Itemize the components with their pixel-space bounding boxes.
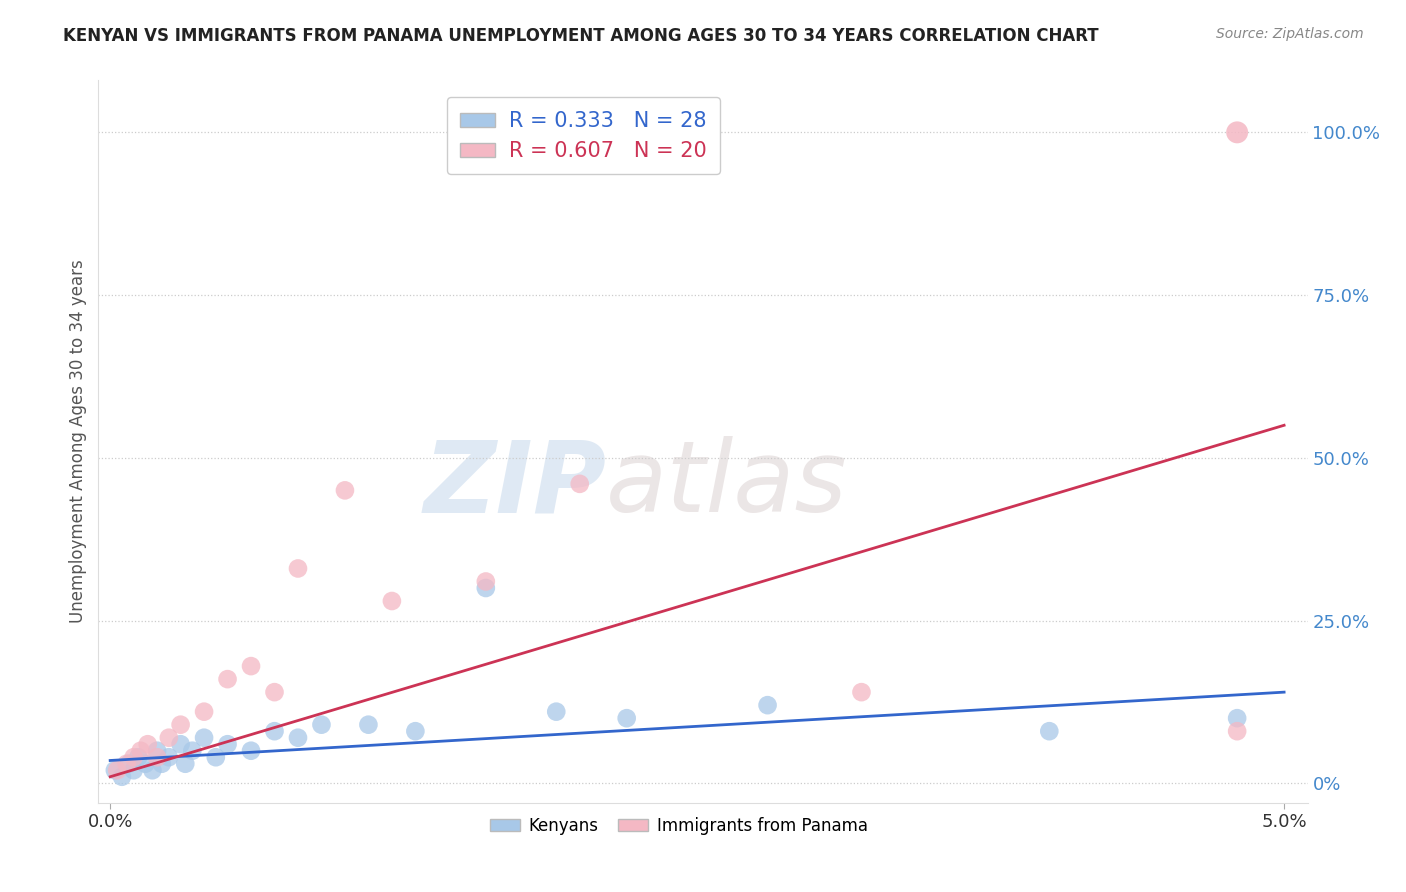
Point <box>311 717 333 731</box>
Point <box>263 685 285 699</box>
Point <box>1226 711 1249 725</box>
Point <box>568 476 591 491</box>
Point <box>118 756 141 771</box>
Y-axis label: Unemployment Among Ages 30 to 34 years: Unemployment Among Ages 30 to 34 years <box>69 260 87 624</box>
Point <box>287 561 309 575</box>
Point <box>240 744 263 758</box>
Point <box>169 737 191 751</box>
Point <box>546 705 568 719</box>
Point <box>217 737 239 751</box>
Point <box>1038 724 1060 739</box>
Point <box>134 756 156 771</box>
Point <box>122 750 145 764</box>
Point <box>1226 125 1249 139</box>
Point <box>756 698 779 713</box>
Point <box>146 750 169 764</box>
Point <box>141 764 163 778</box>
Point <box>475 574 498 589</box>
Point <box>263 724 285 739</box>
Point <box>136 737 159 751</box>
Point <box>240 659 263 673</box>
Legend: Kenyans, Immigrants from Panama: Kenyans, Immigrants from Panama <box>484 810 875 841</box>
Point <box>616 711 638 725</box>
Point <box>105 764 128 778</box>
Point <box>287 731 309 745</box>
Point <box>150 756 173 771</box>
Point <box>204 750 226 764</box>
Point <box>111 770 134 784</box>
Text: atlas: atlas <box>606 436 848 533</box>
Point <box>169 717 191 731</box>
Point <box>333 483 356 498</box>
Point <box>357 717 380 731</box>
Point <box>404 724 426 739</box>
Point <box>851 685 873 699</box>
Text: Source: ZipAtlas.com: Source: ZipAtlas.com <box>1216 27 1364 41</box>
Point <box>193 705 215 719</box>
Point <box>217 672 239 686</box>
Point <box>475 581 498 595</box>
Point <box>127 750 149 764</box>
Point <box>174 756 197 771</box>
Point <box>1226 724 1249 739</box>
Point <box>115 756 138 771</box>
Point <box>157 731 180 745</box>
Point <box>193 731 215 745</box>
Point <box>146 744 169 758</box>
Point <box>122 764 145 778</box>
Text: ZIP: ZIP <box>423 436 606 533</box>
Text: KENYAN VS IMMIGRANTS FROM PANAMA UNEMPLOYMENT AMONG AGES 30 TO 34 YEARS CORRELAT: KENYAN VS IMMIGRANTS FROM PANAMA UNEMPLO… <box>63 27 1099 45</box>
Point <box>157 750 180 764</box>
Point <box>181 744 204 758</box>
Point <box>686 125 709 139</box>
Point <box>104 764 127 778</box>
Point <box>381 594 404 608</box>
Point <box>129 744 152 758</box>
